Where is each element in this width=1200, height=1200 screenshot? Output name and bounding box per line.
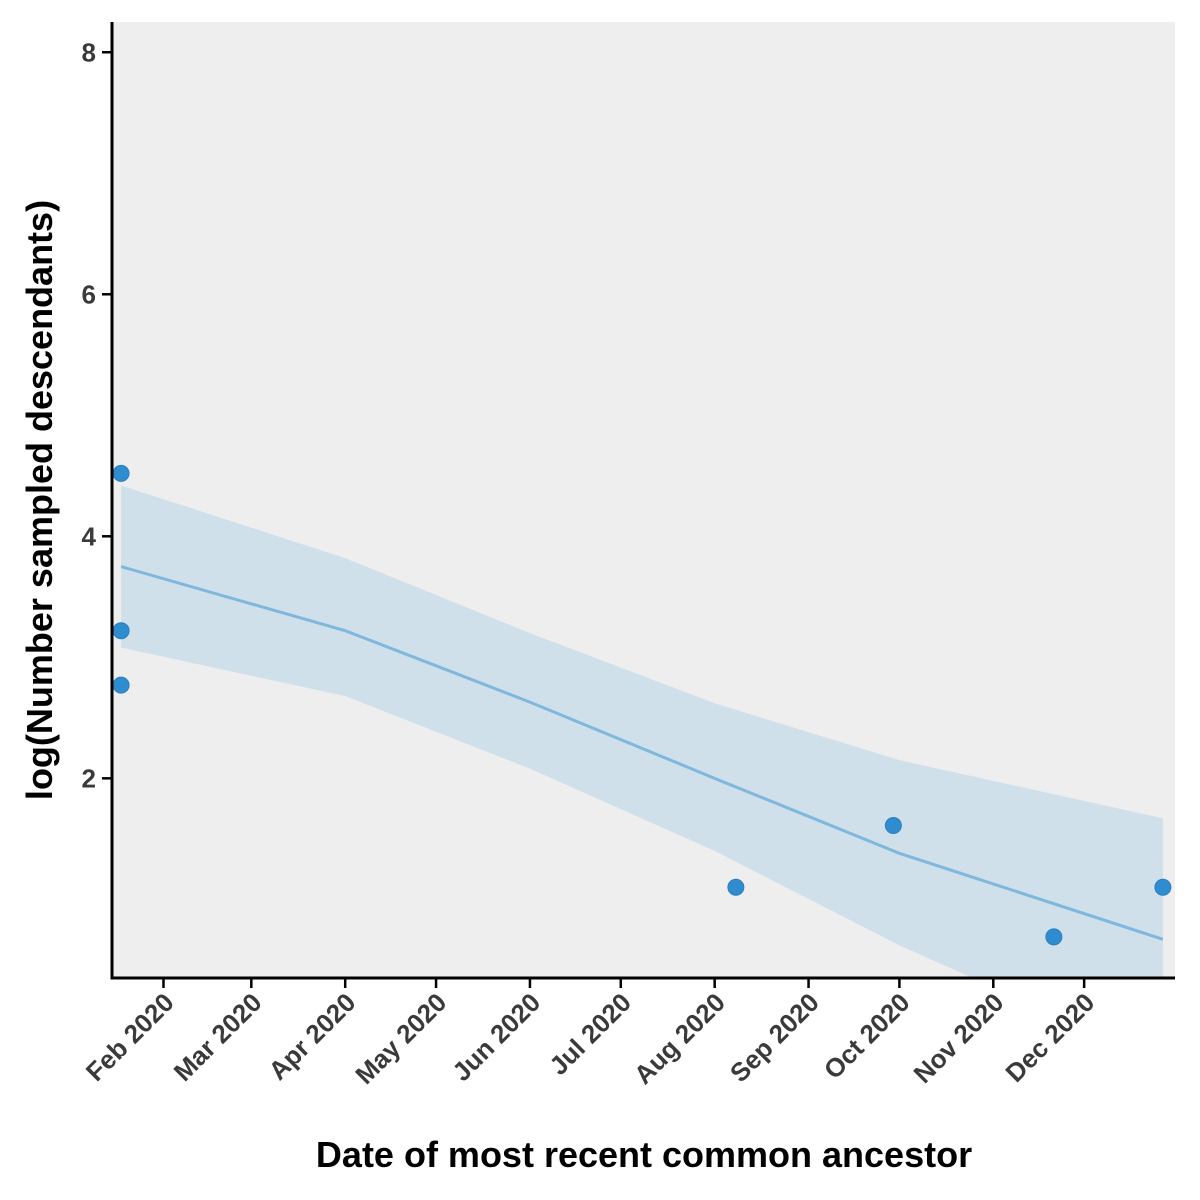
y-tick-label: 4 — [82, 521, 97, 551]
y-axis-title: log(Number sampled descendants) — [19, 200, 60, 800]
data-point — [1154, 878, 1172, 896]
x-tick-label: Feb 2020 — [80, 987, 180, 1087]
x-tick-label: Aug 2020 — [628, 987, 731, 1090]
x-tick-label: May 2020 — [349, 987, 452, 1090]
data-point — [112, 676, 130, 694]
x-tick-label: Nov 2020 — [908, 987, 1010, 1089]
y-tick-label: 8 — [82, 37, 96, 67]
x-tick-label: Mar 2020 — [168, 987, 268, 1087]
y-tick-label: 6 — [82, 279, 96, 309]
x-tick-label: Sep 2020 — [724, 987, 825, 1088]
data-point — [1045, 928, 1063, 946]
x-tick-label: Jun 2020 — [446, 987, 546, 1087]
y-tick-label: 2 — [82, 763, 96, 793]
data-point — [112, 464, 130, 482]
fit-line — [120, 565, 1164, 941]
x-tick-label: Dec 2020 — [999, 987, 1100, 1088]
data-point — [727, 878, 745, 896]
data-point — [112, 622, 130, 640]
x-tick-label: Jul 2020 — [543, 987, 637, 1081]
x-axis-title: Date of most recent common ancestor — [316, 1134, 972, 1175]
data-point — [884, 817, 902, 835]
x-tick-label: Apr 2020 — [263, 987, 362, 1086]
x-tick-label: Oct 2020 — [818, 987, 916, 1085]
